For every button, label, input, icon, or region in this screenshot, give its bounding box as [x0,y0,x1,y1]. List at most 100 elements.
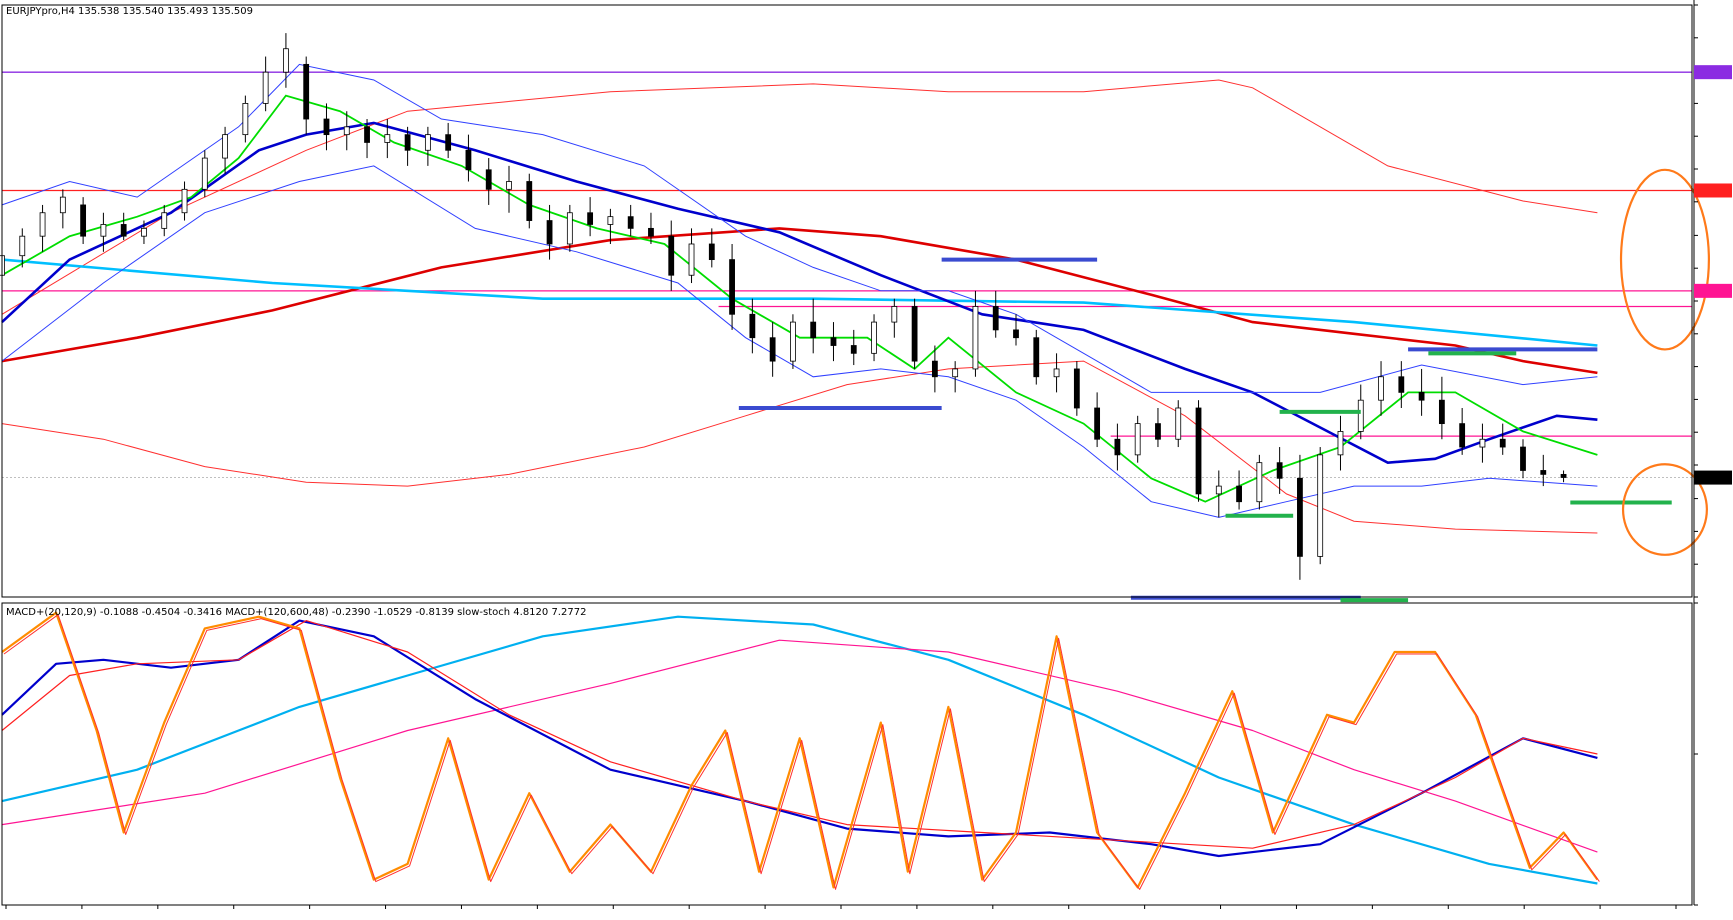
indicator-frame [1,602,1693,906]
indicator-signal-line [3,614,1600,890]
candle-body [1297,477,1303,557]
candle-body [1114,438,1121,456]
candle-body [404,134,411,151]
candle-body [850,345,857,354]
candle-body [1337,431,1344,456]
candle-body [749,313,756,339]
candle-body [952,368,959,378]
candle-body [566,212,573,245]
candle-body [1073,368,1080,409]
candle-body [161,212,168,229]
candle-body [465,149,472,171]
level-price-box [1694,65,1732,80]
candle-body [931,360,938,378]
candle-body [790,321,796,362]
candle-body [1479,438,1486,448]
candle-body [100,224,107,237]
candle-body [1540,470,1547,475]
price-series-line [1,165,1598,518]
candle-body [141,227,147,237]
candle-body [1438,399,1445,425]
annotation-ellipse [1621,463,1708,556]
candle-body [668,235,675,276]
candle-body [911,306,918,362]
candle-body [1094,407,1101,440]
price-series-line [1,79,1598,315]
candle-body [323,118,330,136]
candle-body [607,216,614,225]
candle-body [627,216,634,229]
price-frame [1,4,1693,598]
candle-body [1357,399,1364,432]
candle-body [1195,407,1202,495]
candle-body [1499,438,1506,448]
indicator-plot[interactable] [1,611,1600,890]
candle-body [222,134,228,159]
indicator-title: MACD+(20,120,9) -0.1088 -0.4504 -0.3416 … [6,607,586,618]
candle-body [1155,423,1161,440]
level-price-box [1694,183,1732,198]
candle-body [19,235,26,257]
candle-body [262,71,269,104]
candle-body [1560,473,1567,478]
candle-body [485,169,492,190]
candle-body [1053,368,1060,378]
candle-body [201,157,208,190]
candle-body [59,196,66,214]
candle-body [1175,407,1182,440]
candle-body [1276,462,1283,479]
candle-body [1134,423,1141,456]
candle-body [1378,376,1384,401]
candle-body [242,103,249,136]
candle-body [506,181,512,190]
candle-body [729,259,735,315]
level-price-box [1694,283,1732,298]
annotation-ellipse [1619,168,1711,351]
candle-body [871,321,877,354]
candle-body [1398,376,1405,393]
candle-body [546,220,553,245]
candle-body [1033,337,1040,378]
candle-body [769,337,776,362]
candle-body [343,126,350,136]
candle-body [80,204,87,237]
candle-body [526,181,533,221]
candle-body [303,63,310,120]
candle-body [587,212,594,225]
candle-body [1215,485,1222,495]
price-series-line [1,227,1598,375]
price-series-line [1,121,1598,465]
current-price-box [1694,470,1732,485]
candle-body [1459,423,1466,448]
indicator-series-line [1,639,1598,853]
indicator-series-line [1,615,1598,885]
candle-body [830,337,837,346]
candle-body [1520,446,1526,471]
candle-body [1418,391,1425,401]
candle-body [445,134,452,151]
candle-body [992,306,999,331]
chart-title: EURJPYpro,H4 135.538 135.540 135.493 135… [6,6,253,17]
candle-body [648,227,654,237]
candle-body [39,212,46,237]
price-series-line [1,63,1598,393]
candle-body [972,306,979,370]
candle-body [120,224,127,237]
candle-body [891,306,898,323]
candle-body [1236,485,1242,503]
candle-body [1013,329,1019,339]
candle-body [810,321,817,339]
price-series-line [1,258,1598,347]
price-plot[interactable] [0,33,1711,603]
indicator-series-line [1,620,1598,849]
candle-body [688,243,695,276]
candle-body [424,134,431,151]
candle-body [364,126,370,143]
candle-body [283,48,289,73]
candle-body [708,243,715,261]
candle-body [384,134,391,143]
candle-body [1317,454,1324,557]
candle-body [181,188,188,214]
